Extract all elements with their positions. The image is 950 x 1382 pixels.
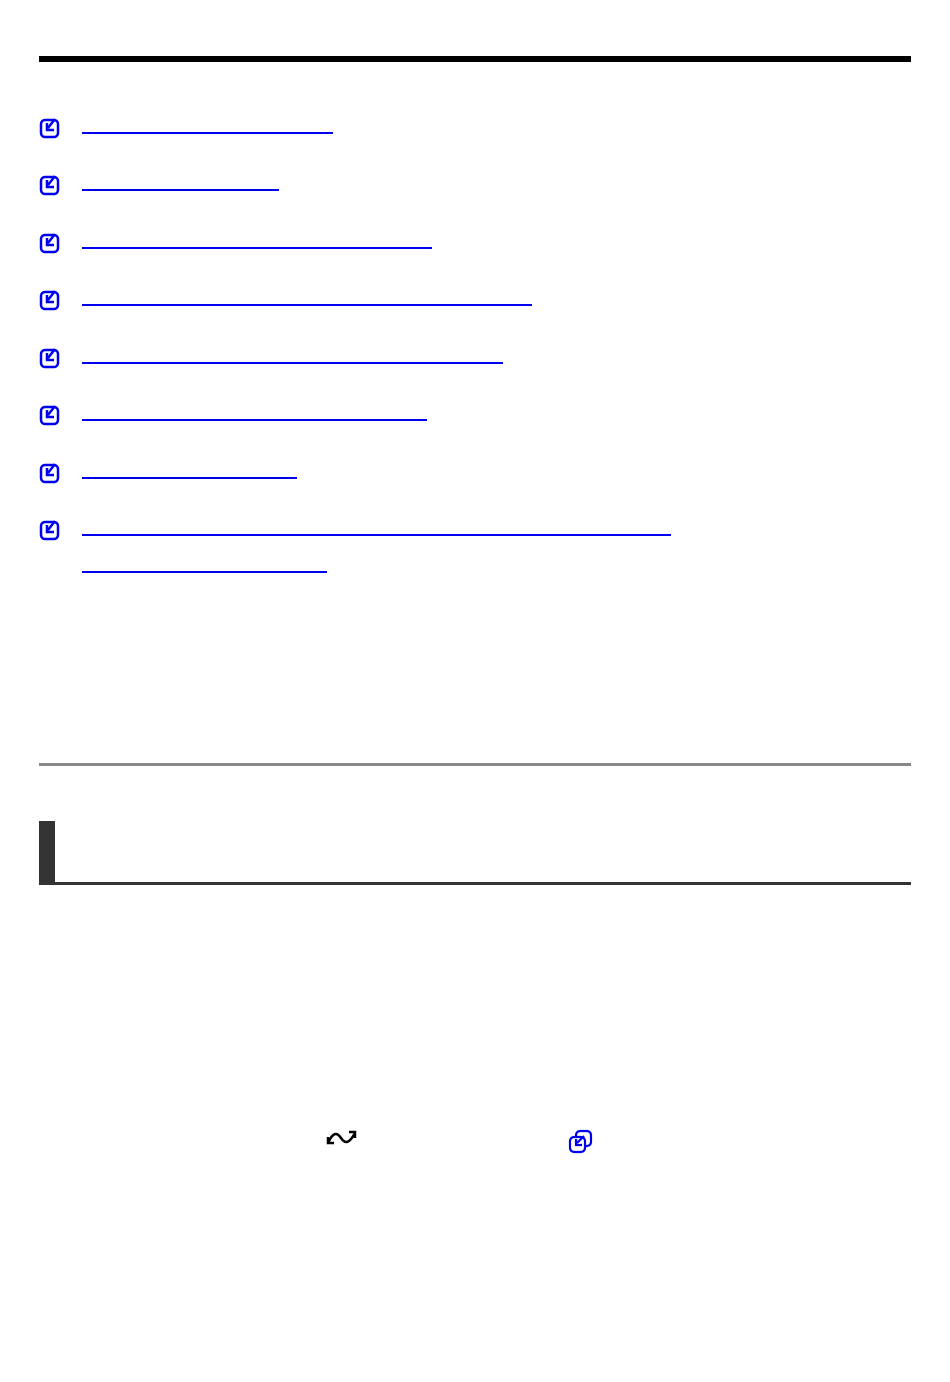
link[interactable] (82, 477, 297, 479)
link[interactable] (82, 419, 427, 421)
section-header (39, 821, 911, 885)
check-square-arrow-icon (39, 233, 60, 254)
link-continuation[interactable] (82, 571, 327, 573)
link[interactable] (82, 534, 671, 536)
check-square-arrow-icon (39, 348, 60, 369)
link[interactable] (82, 362, 503, 364)
check-square-arrow-icon (39, 118, 60, 139)
section-accent-bar (39, 821, 55, 885)
link[interactable] (82, 132, 333, 134)
top-rule (39, 56, 911, 62)
link[interactable] (82, 247, 432, 249)
wave-arrows-icon (326, 1130, 357, 1145)
divider (39, 763, 911, 766)
check-square-arrow-icon (39, 405, 60, 426)
check-square-arrow-icon (39, 290, 60, 311)
external-copy-icon[interactable] (568, 1129, 594, 1155)
check-square-arrow-icon (39, 175, 60, 196)
link[interactable] (82, 304, 532, 306)
link[interactable] (82, 189, 279, 191)
check-square-arrow-icon (39, 520, 60, 541)
check-square-arrow-icon (39, 463, 60, 484)
